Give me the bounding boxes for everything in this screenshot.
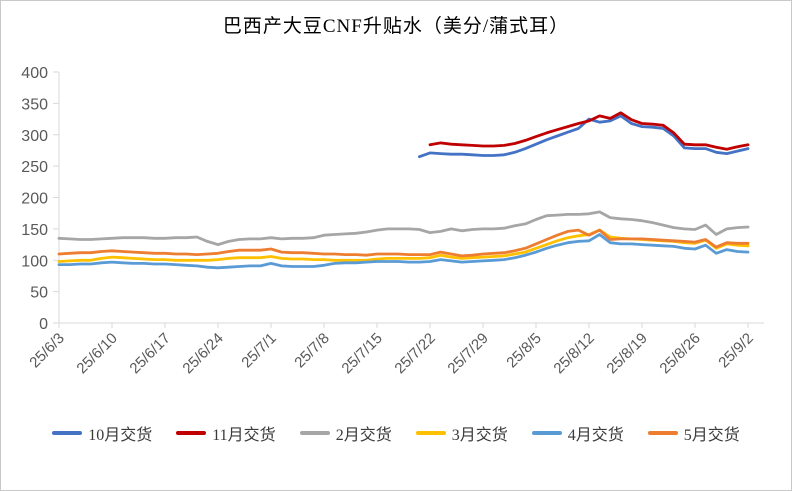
y-tick-label: 350 xyxy=(21,96,48,113)
y-tick-label: 100 xyxy=(21,253,48,270)
legend-swatch-icon xyxy=(531,431,562,435)
y-tick-label: 200 xyxy=(21,191,48,208)
legend-item-10月交货: 10月交货 xyxy=(52,421,152,445)
series-line-5月交货 xyxy=(57,228,750,258)
legend-label: 11月交货 xyxy=(212,427,276,444)
y-tick-label: 250 xyxy=(21,159,48,176)
y-tick-label: 300 xyxy=(21,128,48,145)
series-line-10月交货 xyxy=(418,114,750,159)
legend-item-2月交货: 2月交货 xyxy=(299,421,392,445)
legend-swatch-icon xyxy=(299,431,330,435)
x-tick-label: 25/7/1 xyxy=(238,330,280,372)
legend-label: 4月交货 xyxy=(567,427,624,444)
legend-item-4月交货: 4月交货 xyxy=(531,421,624,445)
x-tick-label: 25/8/26 xyxy=(656,330,703,377)
legend-label: 10月交货 xyxy=(88,427,153,444)
y-tick-label: 400 xyxy=(21,65,48,82)
y-tick-label: 0 xyxy=(39,316,48,333)
chart-legend: 10月交货 11月交货 2月交货 3月交货 4月交货 5月交货 xyxy=(1,421,791,445)
x-tick-label: 25/7/29 xyxy=(444,330,491,377)
x-tick-label: 25/8/12 xyxy=(550,330,597,377)
x-tick-label: 25/8/5 xyxy=(503,330,545,372)
series-line-2月交货 xyxy=(57,210,750,246)
legend-label: 5月交货 xyxy=(683,427,740,444)
x-tick-label: 25/6/17 xyxy=(126,330,173,377)
legend-item-3月交货: 3月交货 xyxy=(415,421,508,445)
chart-title: 巴西产大豆CNF升贴水（美分/蒲式耳） xyxy=(222,16,570,37)
x-tick-label: 25/7/22 xyxy=(391,330,438,377)
x-tick-label: 25/6/3 xyxy=(26,330,68,372)
legend-item-11月交货: 11月交货 xyxy=(176,421,276,445)
legend-swatch-icon xyxy=(176,431,207,435)
series-line-11月交货 xyxy=(428,111,750,151)
legend-label: 2月交货 xyxy=(335,427,392,444)
x-tick-label: 25/6/24 xyxy=(179,330,226,377)
legend-item-5月交货: 5月交货 xyxy=(647,421,740,445)
x-tick-label: 25/9/2 xyxy=(715,330,757,372)
legend-label: 3月交货 xyxy=(451,427,508,444)
x-tick-label: 25/8/19 xyxy=(603,330,650,377)
x-tick-label: 25/6/10 xyxy=(73,330,120,377)
y-tick-label: 50 xyxy=(30,285,48,302)
x-tick-label: 25/7/8 xyxy=(291,330,333,372)
legend-swatch-icon xyxy=(415,431,446,435)
x-tick-label: 25/7/15 xyxy=(338,330,385,377)
legend-swatch-icon xyxy=(647,431,678,435)
series-line-4月交货 xyxy=(57,233,750,270)
legend-swatch-icon xyxy=(52,431,83,435)
y-tick-label: 150 xyxy=(21,222,48,239)
